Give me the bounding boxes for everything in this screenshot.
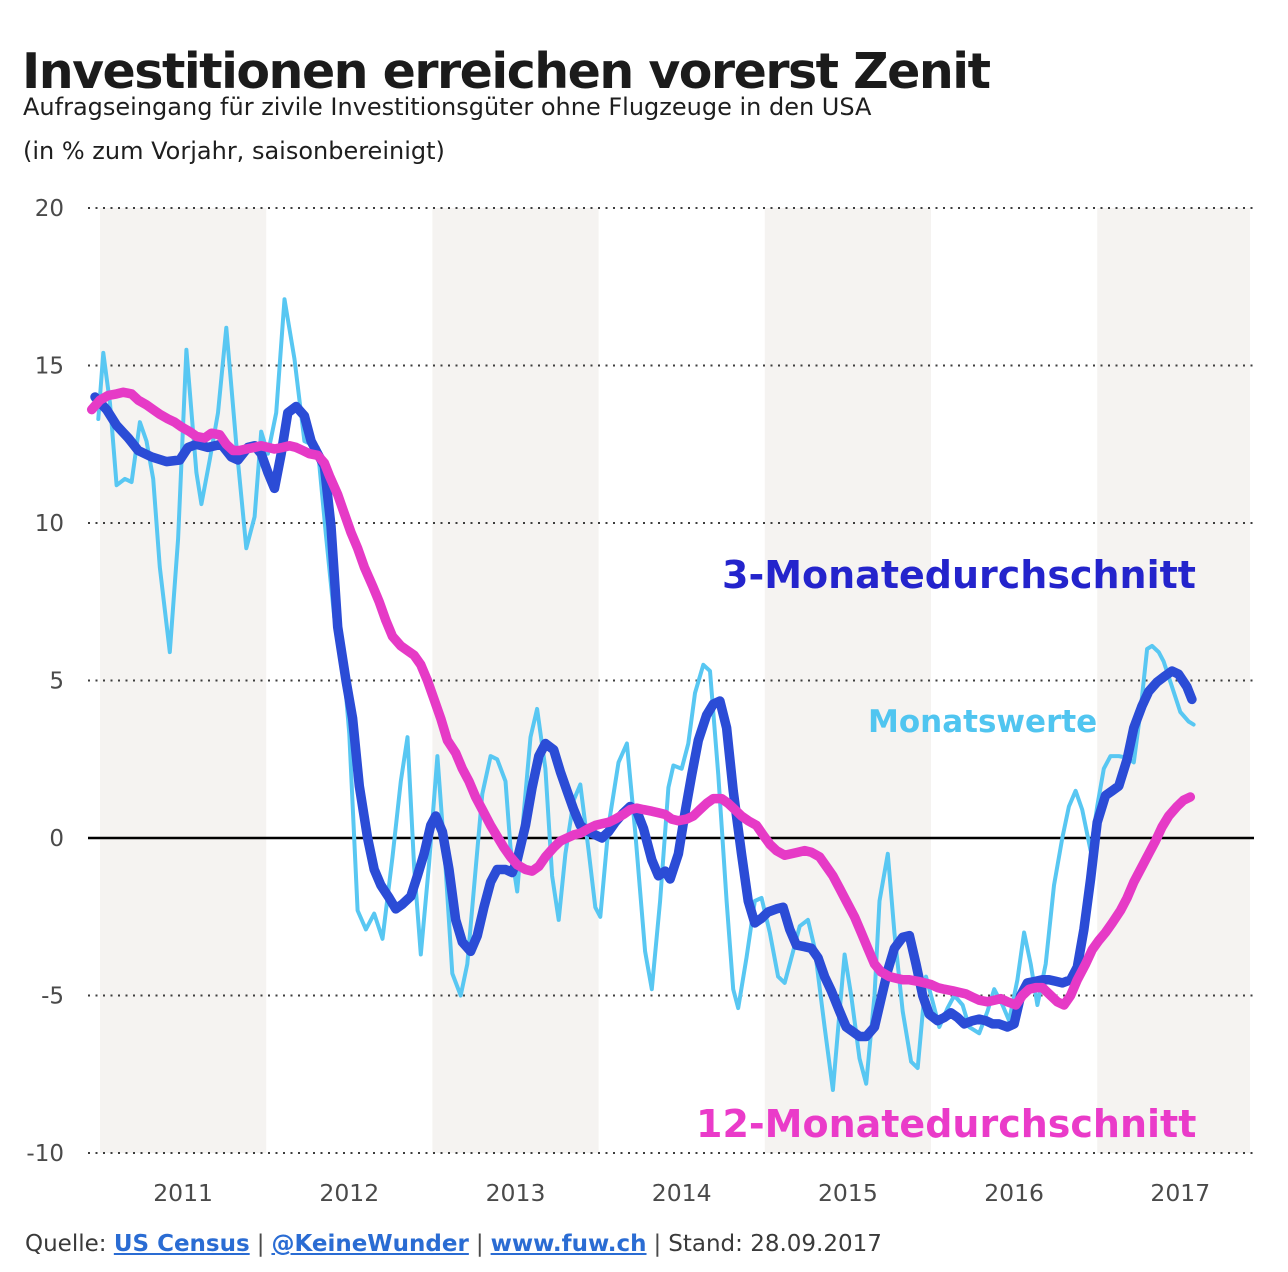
x-tick-label: 2016 (984, 1179, 1044, 1207)
source-link-keinewunder[interactable]: @KeineWunder (271, 1231, 469, 1257)
source-footer: Quelle: US Census | @KeineWunder | www.fuw.c… (25, 1231, 882, 1257)
y-tick-label: -5 (41, 984, 64, 1010)
x-tick-label: 2014 (652, 1179, 712, 1207)
chart-subtitle-line2: (in % zum Vorjahr, saisonbereinigt) (23, 137, 445, 165)
series-line-monatswerte (96, 297, 1196, 1092)
series-label-3-month-average: 3-Monatedurchschnitt (722, 553, 1196, 597)
y-tick-label: 10 (35, 511, 64, 537)
series-label-monthly-values: Monatswerte (868, 704, 1098, 740)
page-title: Investitionen erreichen vorerst Zenit (22, 42, 991, 100)
y-tick-label: 5 (49, 669, 64, 695)
source-link-us-census[interactable]: US Census (113, 1231, 250, 1257)
x-tick-label: 2011 (153, 1179, 213, 1207)
footer-separator: | (653, 1231, 662, 1257)
y-tick-label: 0 (49, 826, 64, 852)
source-label: Quelle: (25, 1231, 107, 1257)
x-tick-label: 2013 (486, 1179, 546, 1207)
y-tick-label: 20 (35, 196, 64, 222)
chart-subtitle-line1: Aufragseingang für zivile Investitionsgü… (23, 93, 872, 121)
y-tick-label: -10 (26, 1141, 64, 1167)
year-shading-band (764, 208, 931, 1153)
source-link-fuw[interactable]: www.fuw.ch (490, 1231, 647, 1257)
stand-date-text: Stand: 28.09.2017 (668, 1231, 882, 1257)
footer-separator: | (475, 1231, 484, 1257)
x-tick-label: 2012 (319, 1179, 379, 1207)
year-shading-band (1097, 208, 1250, 1153)
series-line-12-monatedurchschnitt (86, 387, 1196, 1010)
y-tick-label: 15 (35, 354, 64, 380)
x-tick-label: 2017 (1150, 1179, 1210, 1207)
footer-separator: | (256, 1231, 265, 1257)
x-tick-label: 2015 (818, 1179, 878, 1207)
year-shading-band (100, 208, 267, 1153)
series-label-12-month-average: 12-Monatedurchschnitt (696, 1102, 1197, 1146)
